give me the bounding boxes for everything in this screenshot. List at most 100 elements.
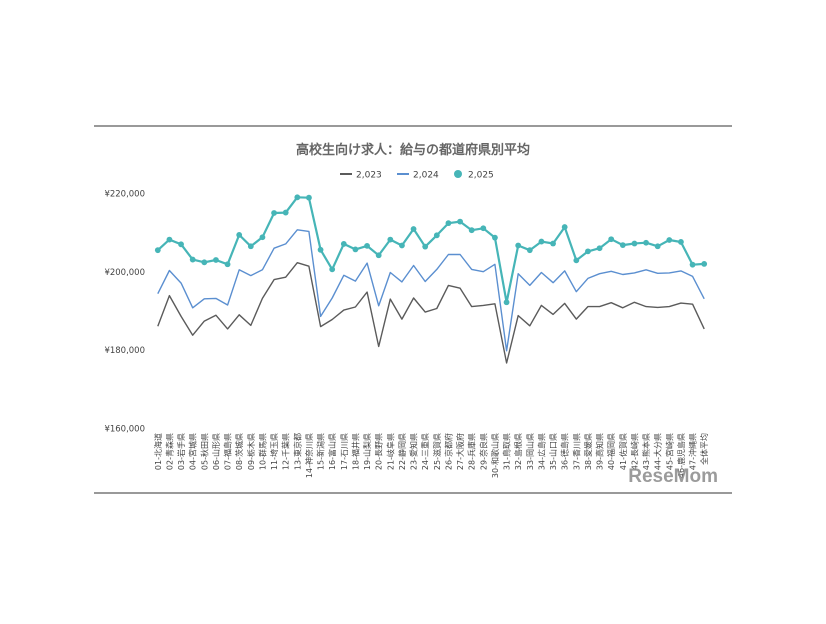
x-tick-label: 34-広島県 xyxy=(536,433,546,470)
x-tick-label: 08-茨城県 xyxy=(234,433,244,470)
legend-label-3: 2,025 xyxy=(468,171,494,181)
data-point xyxy=(399,242,405,249)
y-axis: ¥220,000 ¥200,000 ¥180,000 ¥160,000 xyxy=(104,190,145,435)
data-point xyxy=(352,246,359,253)
data-point xyxy=(701,260,708,267)
data-point xyxy=(271,210,277,216)
y-tick-label: ¥160,000 xyxy=(104,425,145,435)
y-tick-label: ¥180,000 xyxy=(104,346,145,356)
x-tick-label: 19-山梨県 xyxy=(362,433,372,470)
data-point xyxy=(247,243,254,250)
x-tick-label: 30-和歌山県 xyxy=(490,433,500,478)
data-point xyxy=(643,239,649,246)
x-tick-label: 41-佐賀県 xyxy=(618,433,628,470)
series-layer xyxy=(154,194,708,364)
x-tick-label: 03-岩手県 xyxy=(176,433,186,470)
data-point xyxy=(340,241,347,247)
data-point xyxy=(410,226,417,232)
x-tick-label: 21-岐阜県 xyxy=(385,433,395,470)
data-point xyxy=(585,248,591,255)
x-tick-label: 22-静岡県 xyxy=(397,433,407,470)
x-tick-label: 12-千葉県 xyxy=(281,433,291,470)
x-tick-label: 24-三重県 xyxy=(420,433,430,470)
data-point xyxy=(294,194,301,201)
data-point xyxy=(213,257,219,263)
data-point xyxy=(259,234,266,241)
x-tick-label: 16-富山県 xyxy=(327,433,337,470)
data-point xyxy=(608,236,615,243)
x-tick-label: 36-徳島県 xyxy=(560,433,570,470)
x-tick-label: 全体平均 xyxy=(699,433,709,465)
x-tick-label: 11-埼玉県 xyxy=(269,433,279,470)
data-point xyxy=(387,236,394,243)
x-tick-label: 02-青森県 xyxy=(164,433,174,470)
legend-label-1: 2,023 xyxy=(356,171,382,181)
data-point xyxy=(282,209,289,216)
data-point xyxy=(689,261,696,268)
x-tick-label: 04-宮城県 xyxy=(188,433,198,470)
data-point xyxy=(433,232,440,239)
data-point xyxy=(538,238,545,245)
data-point xyxy=(422,243,429,250)
series-line-1 xyxy=(157,262,705,364)
x-tick-label: 35-山口県 xyxy=(548,433,558,470)
x-tick-label: 18-福井県 xyxy=(350,433,360,470)
data-point xyxy=(678,239,684,245)
data-point xyxy=(375,252,382,259)
data-point xyxy=(364,242,370,249)
data-point xyxy=(445,220,452,227)
legend-marker-3 xyxy=(454,170,462,178)
x-tick-label: 15-新潟県 xyxy=(316,433,326,470)
series-line-2 xyxy=(157,229,705,352)
data-point xyxy=(503,299,510,306)
data-point xyxy=(166,236,173,243)
data-point xyxy=(178,241,184,248)
x-tick-label: 01-北海道 xyxy=(153,433,163,470)
data-point xyxy=(619,242,626,248)
data-point xyxy=(550,240,556,247)
data-point xyxy=(596,245,603,252)
data-point xyxy=(306,194,312,201)
data-point xyxy=(573,257,580,264)
x-tick-label: 13-東京都 xyxy=(292,433,302,470)
data-point xyxy=(654,243,661,250)
x-tick-label: 29-奈良県 xyxy=(478,433,488,470)
x-tick-label: 44-大分県 xyxy=(653,433,663,470)
watermark-logo: ReseMom xyxy=(628,466,718,487)
legend-label-2: 2,024 xyxy=(413,171,439,181)
x-tick-label: 43-熊本県 xyxy=(641,433,651,470)
x-tick-label: 33-岡山県 xyxy=(525,433,535,470)
x-tick-label: 27-大阪府 xyxy=(455,433,465,470)
x-tick-label: 38-愛媛県 xyxy=(583,433,593,470)
x-tick-label: 40-福岡県 xyxy=(607,433,616,470)
series-line-3 xyxy=(157,196,705,304)
x-tick-label: 25-滋賀県 xyxy=(432,433,442,470)
x-tick-label: 17-石川県 xyxy=(340,433,349,470)
x-tick-label: 09-栃木県 xyxy=(246,433,256,470)
y-tick-label: ¥220,000 xyxy=(104,190,145,200)
y-tick-label: ¥200,000 xyxy=(104,268,145,278)
x-tick-label: 26-京都府 xyxy=(443,433,453,470)
data-point xyxy=(561,224,568,230)
data-point xyxy=(457,218,463,225)
x-tick-label: 20-長野県 xyxy=(375,433,384,470)
data-point xyxy=(468,227,475,234)
data-point xyxy=(631,240,638,247)
x-tick-label: 05-秋田県 xyxy=(199,433,209,470)
data-point xyxy=(480,225,487,232)
data-point xyxy=(201,259,208,266)
data-point xyxy=(189,256,196,263)
x-tick-label: 14-神奈川県 xyxy=(304,433,314,478)
x-tick-label: 45-宮崎県 xyxy=(664,433,674,470)
x-axis: 01-北海道 02-青森県 03-岩手県 04-宮城県 05-秋田県 06-山形県 07-福… xyxy=(153,433,709,478)
data-point xyxy=(492,234,498,241)
x-tick-label: 10-群馬県 xyxy=(257,433,267,470)
x-tick-label: 47-沖縄県 xyxy=(688,433,698,470)
data-point xyxy=(236,232,243,238)
data-point xyxy=(154,247,161,254)
x-tick-label: 07-福島県 xyxy=(223,433,233,470)
data-point xyxy=(515,242,522,249)
x-tick-label: 31-鳥取県 xyxy=(502,433,512,470)
